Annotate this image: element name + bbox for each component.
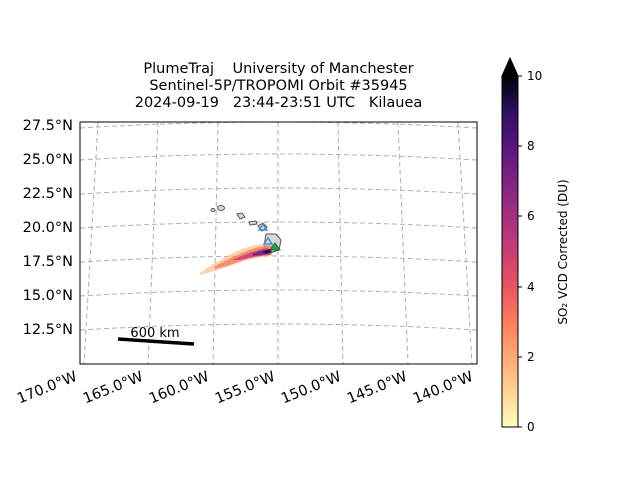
island-oahu [236, 212, 246, 220]
colorbar-ticks: 0 2 4 6 8 10 [527, 69, 542, 434]
colorbar-tick-label: 2 [527, 350, 535, 364]
colorbar: 0 2 4 6 8 10 SO₂ VCD Corrected (DU) [501, 56, 570, 434]
scale-bar-label: 600 km [130, 326, 179, 341]
map-title: PlumeTraj University of Manchester Senti… [80, 61, 477, 112]
colorbar-tick-label: 4 [527, 280, 535, 294]
map-gridlines [80, 122, 477, 364]
lon-label: 170.0°W [15, 369, 80, 407]
lon-gridline [397, 122, 409, 364]
colorbar-gradient [501, 75, 519, 428]
lat-label: 17.5°N [23, 254, 73, 270]
triangle-marker-icon [257, 222, 269, 231]
lon-label: 160.0°W [147, 369, 212, 407]
colorbar-tick-label: 6 [527, 209, 535, 223]
lat-label: 15.0°N [23, 288, 73, 304]
lon-gridline [83, 122, 99, 364]
lat-gridline [80, 122, 477, 129]
lon-gridline [457, 122, 473, 364]
triangle-marker-icon [262, 236, 274, 245]
lat-gridline [80, 255, 477, 263]
colorbar-tick-label: 10 [527, 69, 542, 83]
lat-gridline [80, 289, 477, 297]
lat-gridline [80, 187, 477, 195]
lon-label: 145.0°W [345, 369, 410, 407]
scale-bar-line [117, 337, 195, 346]
vent-markers [257, 222, 281, 251]
lon-gridline [212, 122, 219, 364]
lat-label: 12.5°N [23, 322, 73, 338]
so2-plume [200, 243, 273, 275]
island-niihau [210, 208, 216, 212]
lon-gridline [337, 122, 344, 364]
lon-label: 165.0°W [81, 369, 146, 407]
lon-labels: 170.0°W 165.0°W 160.0°W 155.0°W 150.0°W … [15, 369, 476, 407]
lat-gridline [80, 221, 477, 229]
island-molokai [248, 220, 258, 226]
colorbar-tick-label: 8 [527, 139, 535, 153]
colorbar-label: SO₂ VCD Corrected (DU) [556, 179, 570, 324]
lat-labels: 27.5°N 25.0°N 22.5°N 20.0°N 17.5°N 15.0°… [23, 118, 73, 338]
island-kauai [217, 205, 225, 211]
lon-label: 140.0°W [411, 369, 476, 407]
title-line-2: Sentinel-5P/TROPOMI Orbit #35945 [149, 78, 408, 94]
lon-gridline [147, 122, 159, 364]
title-line-3: 2024-09-19 23:44-23:51 UTC Kilauea [134, 95, 423, 111]
colorbar-tick-marks [518, 75, 522, 428]
map-border [79, 121, 478, 365]
scale-bar: 600 km [117, 326, 195, 346]
colorbar-tick-label: 0 [527, 420, 535, 434]
lat-gridline [80, 153, 477, 161]
lat-label: 22.5°N [23, 186, 73, 202]
lat-label: 25.0°N [23, 152, 73, 168]
title-line-1: PlumeTraj University of Manchester [143, 61, 414, 77]
lat-gridline [80, 323, 477, 331]
lat-label: 20.0°N [23, 220, 73, 236]
colorbar-extend-arrow [501, 56, 519, 77]
lon-label: 150.0°W [279, 369, 344, 407]
lat-label: 27.5°N [23, 118, 73, 134]
lon-label: 155.0°W [213, 369, 278, 407]
volcano-vent-icon [269, 242, 281, 251]
